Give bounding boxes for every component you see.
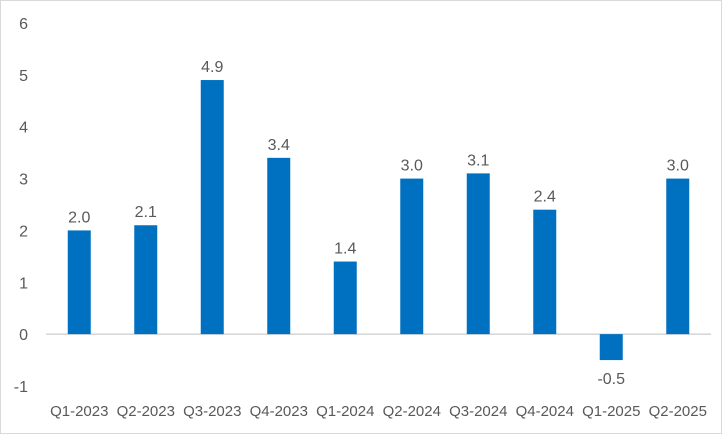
data-label: 3.0 (667, 158, 689, 175)
data-label: 1.4 (334, 241, 356, 258)
y-tick-label: 6 (19, 16, 28, 33)
bar (267, 157, 291, 335)
bar (400, 178, 424, 335)
y-tick-label: 3 (19, 172, 28, 189)
x-tick-label: Q3-2023 (183, 403, 241, 420)
y-tick-label: 4 (19, 120, 28, 137)
y-axis: -1 0 1 2 3 4 5 6 (14, 16, 28, 396)
x-tick-label: Q1-2023 (50, 403, 108, 420)
x-tick-label: Q4-2023 (250, 403, 308, 420)
data-label: 4.9 (201, 59, 223, 76)
bar (466, 173, 490, 335)
x-tick-label: Q2-2024 (383, 403, 441, 420)
data-label: 2.0 (68, 209, 90, 226)
y-tick-label: 2 (19, 223, 28, 240)
y-tick-label: -1 (14, 379, 28, 396)
bar (67, 230, 91, 335)
bar-series (67, 80, 690, 361)
x-tick-label: Q1-2024 (316, 403, 374, 420)
data-labels: 2.0 2.1 4.9 3.4 1.4 3.0 3.1 2.4 -0.5 3.0 (68, 59, 689, 388)
bar (533, 209, 557, 335)
data-label: 2.1 (135, 204, 157, 221)
y-tick-label: 5 (19, 68, 28, 85)
bar (134, 225, 158, 335)
x-tick-label: Q1-2025 (582, 403, 640, 420)
data-label: -0.5 (597, 371, 625, 388)
bar (599, 334, 623, 361)
bar (333, 261, 357, 335)
data-label: 3.0 (401, 158, 423, 175)
x-tick-label: Q2-2023 (117, 403, 175, 420)
bar (200, 80, 224, 335)
data-label: 3.4 (268, 137, 290, 154)
y-tick-label: 1 (19, 275, 28, 292)
x-axis: Q1-2023 Q2-2023 Q3-2023 Q4-2023 Q1-2024 Q2-20… (50, 403, 707, 420)
x-tick-label: Q4-2024 (516, 403, 574, 420)
data-label: 2.4 (534, 189, 556, 206)
bar (666, 178, 690, 335)
x-tick-label: Q3-2024 (449, 403, 507, 420)
data-label: 3.1 (467, 152, 489, 169)
y-tick-label: 0 (19, 327, 28, 344)
x-tick-label: Q2-2025 (649, 403, 707, 420)
